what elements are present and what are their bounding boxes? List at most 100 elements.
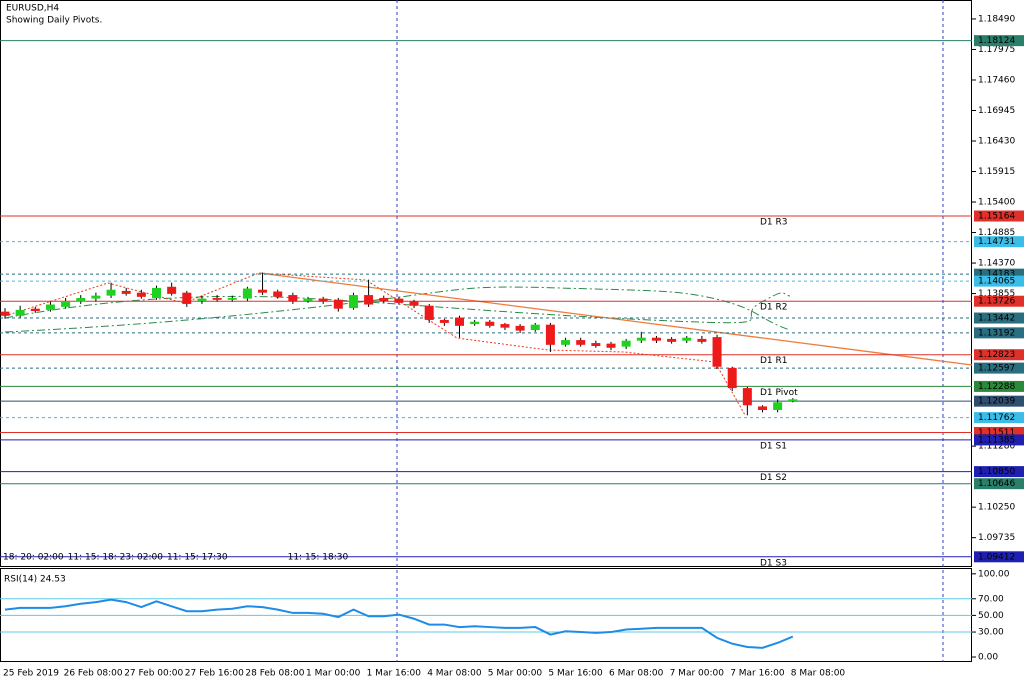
- candle-body: [106, 289, 116, 296]
- price-tag-label: 1.10850: [978, 467, 1015, 477]
- price-tag-label: 1.12597: [978, 364, 1015, 374]
- price-tag: [974, 395, 1024, 407]
- y-tick-label: 1.15400: [978, 198, 1015, 208]
- subtitle: Showing Daily Pivots.: [6, 16, 102, 26]
- zigzag: [4, 272, 746, 416]
- x-tick-label: 5 Mar 16:00: [548, 669, 603, 679]
- candle-body: [318, 298, 328, 302]
- candle-body: [15, 309, 25, 316]
- y-tick-label: 1.17975: [978, 45, 1015, 55]
- y-tick-label: 1.17460: [978, 75, 1015, 85]
- candle-body: [182, 292, 192, 304]
- candle-body: [727, 367, 737, 389]
- price-tag-label: 1.13726: [978, 297, 1015, 307]
- candle-body: [439, 319, 449, 323]
- price-tag: [974, 434, 1024, 446]
- candle-body: [485, 321, 495, 326]
- x-tick-label: 5 Mar 00:00: [488, 669, 543, 679]
- price-tag: [974, 210, 1024, 222]
- candle-body: [394, 298, 404, 303]
- candle-body: [227, 298, 237, 300]
- candle-body: [303, 298, 313, 301]
- candle-body: [30, 308, 40, 312]
- price-tag-label: 1.12823: [978, 350, 1015, 360]
- candle-body: [167, 286, 177, 294]
- rsi-title: RSI(14) 24.53: [4, 575, 66, 585]
- price-tag: [974, 349, 1024, 361]
- y-tick-label: 1.14370: [978, 259, 1015, 269]
- price-tag-label: 1.14183: [978, 270, 1015, 280]
- candle-body: [621, 340, 631, 347]
- y-tick-label: 1.13855: [978, 289, 1015, 299]
- price-tag: [974, 327, 1024, 339]
- candle-body: [712, 337, 722, 367]
- price-tag: [974, 478, 1024, 490]
- level-name: D1 S2: [760, 473, 787, 483]
- x-tick-label: 7 Mar 16:00: [730, 669, 785, 679]
- price-tag-label: 1.11385: [978, 435, 1015, 445]
- candle-body: [45, 304, 55, 310]
- candle-body: [91, 295, 101, 299]
- candle-body: [121, 290, 131, 294]
- x-tick-label: 25 Feb 2019: [3, 669, 59, 679]
- symbol-title: EURUSD,H4: [6, 4, 59, 14]
- candle-body: [242, 288, 252, 299]
- price-tag: [974, 466, 1024, 478]
- candle-body: [742, 388, 752, 406]
- price-tag-label: 1.13192: [978, 328, 1015, 338]
- price-tag: [974, 236, 1024, 248]
- candle-body: [758, 406, 767, 410]
- y-tick-label: 1.11280: [978, 442, 1015, 452]
- y-tick-label: 100.00: [978, 569, 1010, 579]
- rsi-line: [4, 598, 794, 649]
- candle-body: [773, 402, 783, 410]
- candle-body: [470, 321, 480, 325]
- y-tick-label: 1.14885: [978, 228, 1015, 238]
- price-tag: [974, 312, 1024, 324]
- price-tag: [974, 295, 1024, 307]
- x-tick-label: 6 Mar 08:00: [609, 669, 664, 679]
- candle-body: [273, 291, 283, 297]
- candle-body: [333, 299, 343, 309]
- y-tick-label: 1.16430: [978, 137, 1015, 147]
- candle-body: [606, 343, 616, 348]
- price-tag: [974, 380, 1024, 392]
- candle-body: [530, 324, 540, 331]
- candle-body: [212, 298, 222, 300]
- moving-average: [4, 286, 791, 333]
- candle-body: [364, 295, 374, 305]
- candle-body: [515, 325, 525, 331]
- main-panel: [0, 0, 972, 567]
- trend-line: [258, 272, 973, 366]
- candle-body: [561, 340, 571, 345]
- candle-body: [455, 317, 464, 326]
- x-tick-label: 1 Mar 00:00: [306, 669, 361, 679]
- candle-body: [288, 295, 298, 302]
- level-name: D1 R3: [760, 218, 788, 228]
- candle-body: [576, 340, 586, 345]
- price-tag-label: 1.15164: [978, 212, 1015, 222]
- x-tick-label: 26 Feb 08:00: [64, 669, 123, 679]
- y-tick-label: 30.00: [978, 628, 1004, 638]
- price-tag-label: 1.14065: [978, 277, 1015, 287]
- candle-body: [424, 305, 434, 320]
- price-tag-label: 1.11762: [978, 413, 1015, 423]
- y-tick-label: 70.00: [978, 594, 1004, 604]
- candle-body: [348, 295, 358, 309]
- y-tick-label: 1.10250: [978, 503, 1015, 513]
- candle-body: [682, 337, 692, 341]
- candle-body: [0, 311, 10, 316]
- candle-body: [61, 300, 71, 307]
- moving-average: [4, 292, 791, 324]
- price-tag: [974, 412, 1024, 424]
- level-name: D1 R1: [760, 356, 788, 366]
- candle-body: [500, 324, 510, 328]
- level-name: D1 Pivot: [760, 388, 798, 398]
- price-tag-label: 1.12288: [978, 382, 1015, 392]
- candle-body: [379, 298, 389, 301]
- x-tick-label: 8 Mar 08:00: [791, 669, 846, 679]
- price-tag: [974, 268, 1024, 280]
- y-tick-label: 50.00: [978, 611, 1004, 621]
- level-name: D1 R2: [760, 303, 788, 313]
- candle-body: [545, 324, 555, 345]
